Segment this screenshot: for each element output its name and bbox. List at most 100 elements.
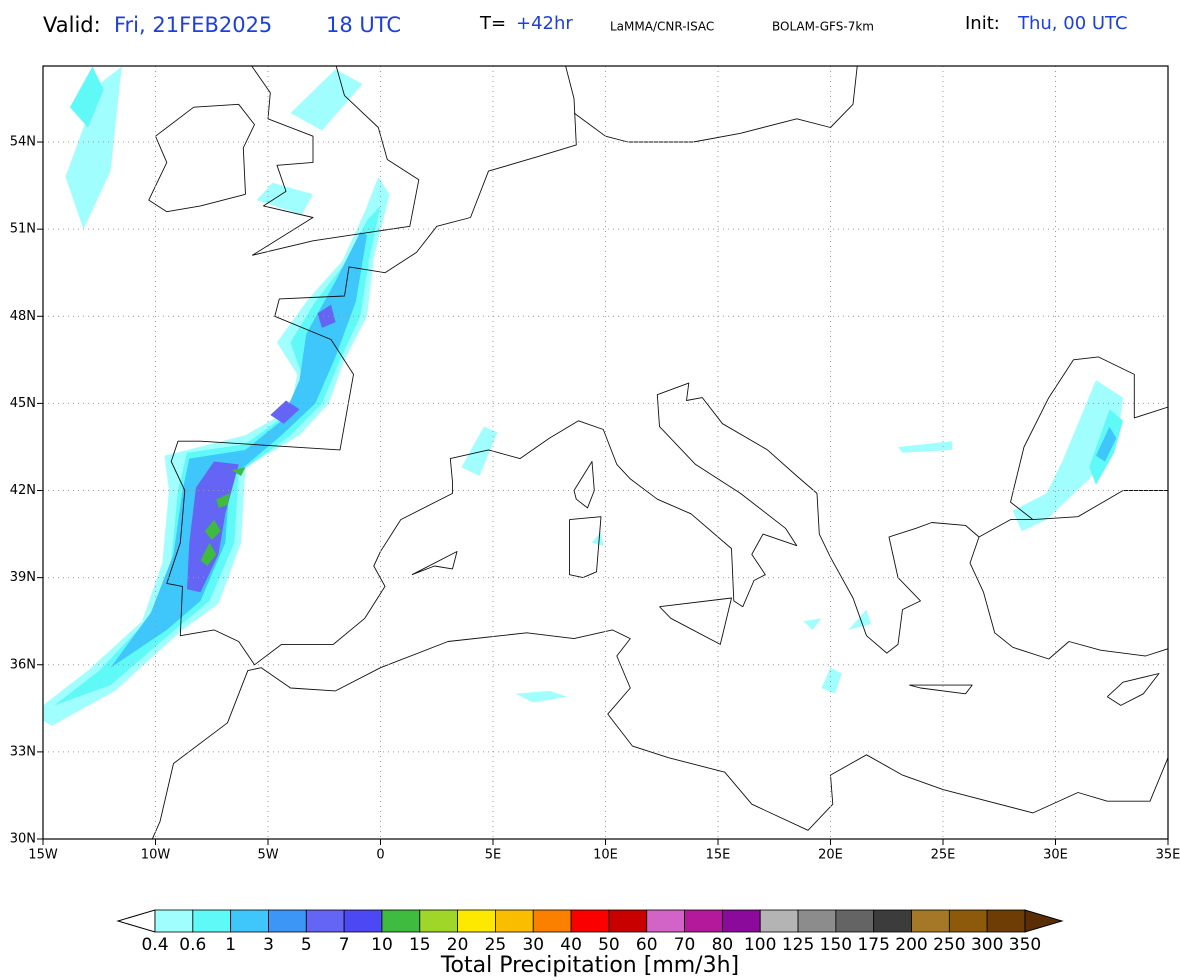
- lon-label: 15W: [28, 848, 58, 863]
- colorbar-label: 7: [339, 935, 350, 955]
- colorbar-label: 60: [636, 935, 658, 955]
- colorbar-box: [192, 909, 232, 933]
- precipitation-area: [205, 519, 221, 540]
- lat-label: 30N: [10, 832, 36, 847]
- colorbar-box: [343, 909, 383, 933]
- precipitation-area: [270, 400, 300, 424]
- precipitation-area: [1096, 426, 1117, 462]
- t-label: T=: [479, 13, 506, 34]
- colorbar-box: [873, 909, 912, 933]
- colorbar-box: [457, 909, 496, 933]
- precipitation-area: [898, 441, 952, 453]
- precipitation-area: [200, 542, 217, 566]
- colorbar-label: 125: [782, 935, 814, 955]
- colorbar-label: 350: [1009, 935, 1041, 955]
- lat-label: 42N: [10, 483, 36, 498]
- colorbar: 0.4 0.6 1 3 5 7 10 15 20 25 30 40 50 60 70 80 100 125 150 1…: [116, 909, 1064, 955]
- colorbar-arrow: [116, 909, 156, 933]
- precipitation-area: [65, 66, 122, 230]
- lon-label: 25E: [931, 848, 956, 863]
- colorbar-box: [608, 909, 648, 933]
- coastline: [569, 516, 602, 579]
- colorbar-box: [532, 909, 572, 933]
- lon-label: 15E: [706, 848, 731, 863]
- colorbar-box: [230, 909, 269, 933]
- lon-label: 0: [376, 848, 384, 863]
- colorbar-box: [986, 909, 1026, 933]
- coastline: [251, 66, 314, 256]
- precipitation-area: [592, 531, 604, 546]
- coastline: [969, 536, 1168, 660]
- coastline: [151, 629, 1168, 839]
- colorbar-label: 30: [522, 935, 544, 955]
- map: [43, 66, 1168, 839]
- coastline: [909, 684, 973, 695]
- lon-label: 20E: [818, 848, 843, 863]
- colorbar-box: [835, 909, 875, 933]
- precipitation-area: [290, 69, 363, 131]
- colorbar-label: 5: [301, 935, 312, 955]
- colorbar-box: [797, 909, 837, 933]
- colorbar-box: [570, 909, 610, 933]
- colorbar-box: [646, 909, 685, 933]
- colorbar-box: [268, 909, 307, 933]
- lat-label: 48N: [10, 309, 36, 324]
- colorbar-label: 150: [820, 935, 852, 955]
- coastline: [573, 461, 595, 509]
- lon-label: 30E: [1043, 848, 1068, 863]
- colorbar-box: [759, 909, 799, 933]
- coastline: [148, 103, 255, 213]
- lon-label: 10W: [141, 848, 171, 863]
- valid-time: 18 UTC: [326, 13, 401, 37]
- precipitation-area: [515, 690, 568, 703]
- lon-label: 35E: [1156, 848, 1180, 863]
- colorbar-label: 50: [598, 935, 620, 955]
- model: BOLAM-GFS-7km: [772, 20, 874, 34]
- colorbar-box: [419, 909, 459, 933]
- colorbar-label: 25: [485, 935, 507, 955]
- colorbar-label: 200: [895, 935, 927, 955]
- precipitation-area: [821, 667, 842, 694]
- colorbar-label: 100: [744, 935, 776, 955]
- lat-label: 39N: [10, 570, 36, 585]
- colorbar-label: 20: [447, 935, 469, 955]
- coastline: [252, 66, 420, 256]
- colorbar-label: 80: [712, 935, 734, 955]
- lon-label: 5E: [485, 848, 502, 863]
- colorbar-box: [948, 909, 988, 933]
- coastline: [573, 66, 858, 143]
- colorbar-label: 300: [971, 935, 1003, 955]
- coastline: [1032, 490, 1168, 521]
- colorbar-label: 0.6: [179, 935, 206, 955]
- colorbar-label: 3: [263, 935, 274, 955]
- coastline: [166, 356, 1168, 666]
- precipitation-area: [232, 467, 246, 476]
- colorbar-label: 250: [933, 935, 965, 955]
- init-value: Thu, 00 UTC: [1017, 13, 1128, 34]
- precipitation-area: [848, 609, 871, 630]
- lat-label: 45N: [10, 396, 36, 411]
- coastline: [659, 597, 732, 645]
- colorbar-label: 15: [409, 935, 431, 955]
- coastline: [178, 66, 577, 451]
- lat-label: 54N: [10, 135, 36, 150]
- colorbar-label: 0.4: [141, 935, 168, 955]
- precipitation-area: [1012, 380, 1123, 532]
- colorbar-label: 10: [371, 935, 393, 955]
- colorbar-label: 175: [857, 935, 889, 955]
- colorbar-box: [495, 909, 534, 933]
- colorbar-box: [911, 909, 950, 933]
- precipitation-area: [803, 618, 822, 630]
- colorbar-arrow: [1024, 909, 1064, 933]
- map-axes: 15W 10W 5W 0 5E 10E 15E 20E 25E 30E 35E 30N 33N 36N 39…: [10, 135, 1180, 863]
- colorbar-box: [381, 909, 421, 933]
- colorbar-box: [305, 909, 345, 933]
- precipitation-area: [256, 182, 313, 215]
- colorbar-box: [154, 909, 194, 933]
- precipitation-area: [70, 66, 104, 128]
- coastline: [411, 551, 458, 576]
- colorbar-label: 70: [674, 935, 696, 955]
- lat-label: 51N: [10, 222, 36, 237]
- init-label: Init:: [965, 13, 1000, 34]
